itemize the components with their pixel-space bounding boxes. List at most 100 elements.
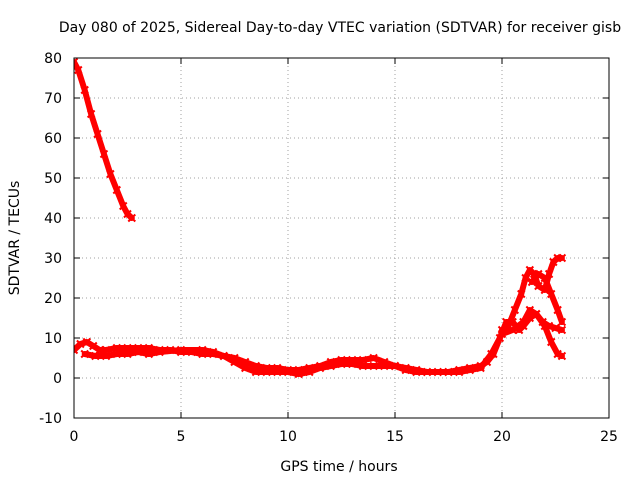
data-point — [422, 367, 432, 377]
data-point — [497, 325, 507, 335]
data-point — [294, 369, 303, 379]
data-point — [89, 341, 98, 351]
data-point — [240, 363, 250, 373]
data-markers — [74, 58, 567, 379]
data-point — [208, 347, 218, 357]
y-tick-label: 30 — [44, 251, 62, 267]
data-point — [476, 363, 485, 373]
x-tick-label: 5 — [177, 429, 186, 445]
data-point — [525, 305, 535, 315]
data-point — [517, 289, 526, 299]
y-tick-label: 20 — [44, 291, 62, 307]
plot-frame — [73, 57, 610, 419]
y-tick-label: -10 — [39, 411, 62, 427]
x-tick-label: 20 — [493, 429, 511, 445]
data-point — [532, 309, 541, 319]
data-point — [465, 365, 475, 375]
data-point — [380, 361, 389, 371]
x-tick-label: 15 — [386, 429, 404, 445]
data-point — [219, 351, 229, 361]
data-point — [347, 359, 357, 369]
data-point — [80, 85, 89, 95]
data-point — [547, 337, 556, 347]
data-point — [358, 361, 368, 371]
data-point — [540, 273, 550, 283]
data-point — [337, 359, 346, 369]
data-point — [527, 277, 537, 287]
data-point — [101, 351, 111, 361]
data-point — [155, 347, 164, 357]
data-point — [127, 213, 136, 223]
data-point — [133, 347, 143, 357]
x-tick-label: 10 — [279, 429, 297, 445]
y-tick-label: 80 — [44, 51, 62, 67]
series-decay-track — [74, 58, 136, 223]
data-point — [369, 353, 378, 363]
x-axis-label: GPS time / hours — [280, 459, 397, 475]
data-point — [551, 323, 560, 333]
data-point — [553, 349, 562, 359]
series-baseline-lower — [80, 305, 567, 379]
data-point — [547, 289, 556, 299]
data-point — [557, 325, 567, 335]
data-point — [534, 281, 543, 291]
data-point — [123, 349, 132, 359]
data-point — [401, 363, 410, 373]
y-tick-label: 0 — [53, 371, 62, 387]
data-point — [433, 367, 443, 377]
data-point — [262, 367, 271, 377]
data-point — [412, 365, 421, 375]
y-tick-label: 70 — [44, 91, 62, 107]
series-evening-decline — [527, 269, 567, 327]
data-point — [76, 339, 85, 349]
data-point — [369, 361, 378, 371]
data-point — [74, 345, 79, 355]
data-point — [112, 185, 122, 195]
data-point — [95, 345, 104, 355]
data-point — [198, 345, 207, 355]
data-point — [99, 149, 109, 159]
data-point — [91, 351, 100, 361]
data-point — [176, 345, 186, 355]
data-point — [444, 367, 453, 377]
data-point — [534, 269, 543, 279]
data-point — [106, 169, 115, 179]
data-point — [557, 351, 567, 361]
y-tick-label: 40 — [44, 211, 62, 227]
x-tick-label: 0 — [70, 429, 79, 445]
data-point — [283, 367, 293, 377]
y-tick-label: 60 — [44, 131, 62, 147]
series-line — [81, 307, 565, 377]
data-point — [273, 367, 282, 377]
data-point — [86, 109, 96, 119]
grid — [74, 58, 609, 418]
data-point — [504, 321, 513, 331]
data-point — [557, 317, 567, 327]
data-point — [80, 349, 89, 359]
data-point — [82, 337, 92, 347]
data-point — [251, 367, 261, 377]
series-evening-peak — [497, 253, 567, 335]
chart-title: Day 080 of 2025, Sidereal Day-to-day VTE… — [59, 20, 621, 36]
data-point — [315, 363, 325, 373]
data-point — [540, 321, 550, 331]
data-point — [305, 367, 314, 377]
axis-ticks: 0 5 10 15 20 25 -10 0 10 20 30 40 50 60 70 80 — [39, 51, 618, 445]
data-point — [557, 253, 567, 263]
data-point — [230, 357, 239, 367]
data-point — [326, 361, 336, 371]
data-point — [144, 349, 154, 359]
y-tick-label: 50 — [44, 171, 62, 187]
data-point — [119, 201, 128, 211]
data-point — [390, 361, 400, 371]
data-point — [487, 349, 496, 359]
data-point — [521, 273, 530, 283]
data-point — [519, 317, 528, 327]
data-point — [74, 58, 79, 67]
data-point — [74, 65, 83, 75]
y-tick-label: 10 — [44, 331, 62, 347]
data-point — [553, 305, 562, 315]
data-point — [112, 349, 122, 359]
